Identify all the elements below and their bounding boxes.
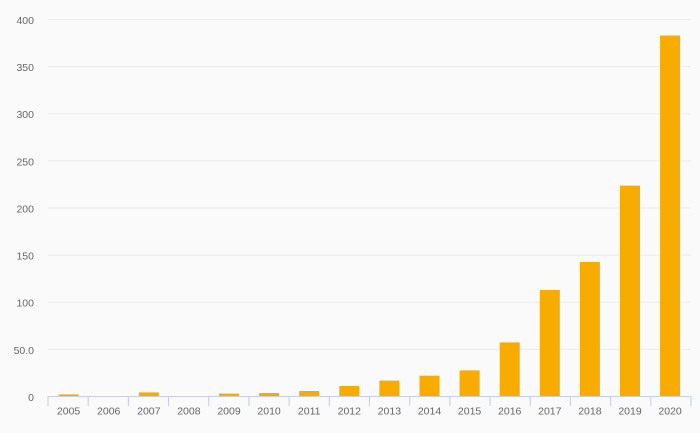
svg-text:300: 300 [16,109,34,121]
svg-text:2010: 2010 [257,406,281,418]
svg-text:2009: 2009 [217,406,241,418]
svg-text:2015: 2015 [458,406,482,418]
svg-text:400: 400 [16,15,34,27]
svg-text:2011: 2011 [298,406,321,418]
svg-text:2020: 2020 [658,406,682,418]
svg-text:2005: 2005 [57,406,81,418]
svg-text:350: 350 [16,62,34,74]
svg-text:2017: 2017 [538,406,562,418]
svg-text:2016: 2016 [498,406,522,418]
svg-text:2006: 2006 [97,406,121,418]
svg-text:0: 0 [28,392,34,404]
svg-text:50.0: 50.0 [14,345,35,357]
svg-text:2019: 2019 [618,406,642,418]
svg-text:2007: 2007 [137,406,161,418]
svg-text:2013: 2013 [378,406,402,418]
svg-text:150: 150 [16,251,34,263]
svg-text:2014: 2014 [418,406,442,418]
svg-text:2018: 2018 [578,406,602,418]
svg-text:2008: 2008 [177,406,201,418]
svg-text:100: 100 [16,298,34,310]
svg-text:250: 250 [16,156,34,168]
svg-text:2012: 2012 [338,406,362,418]
svg-text:200: 200 [16,203,34,215]
